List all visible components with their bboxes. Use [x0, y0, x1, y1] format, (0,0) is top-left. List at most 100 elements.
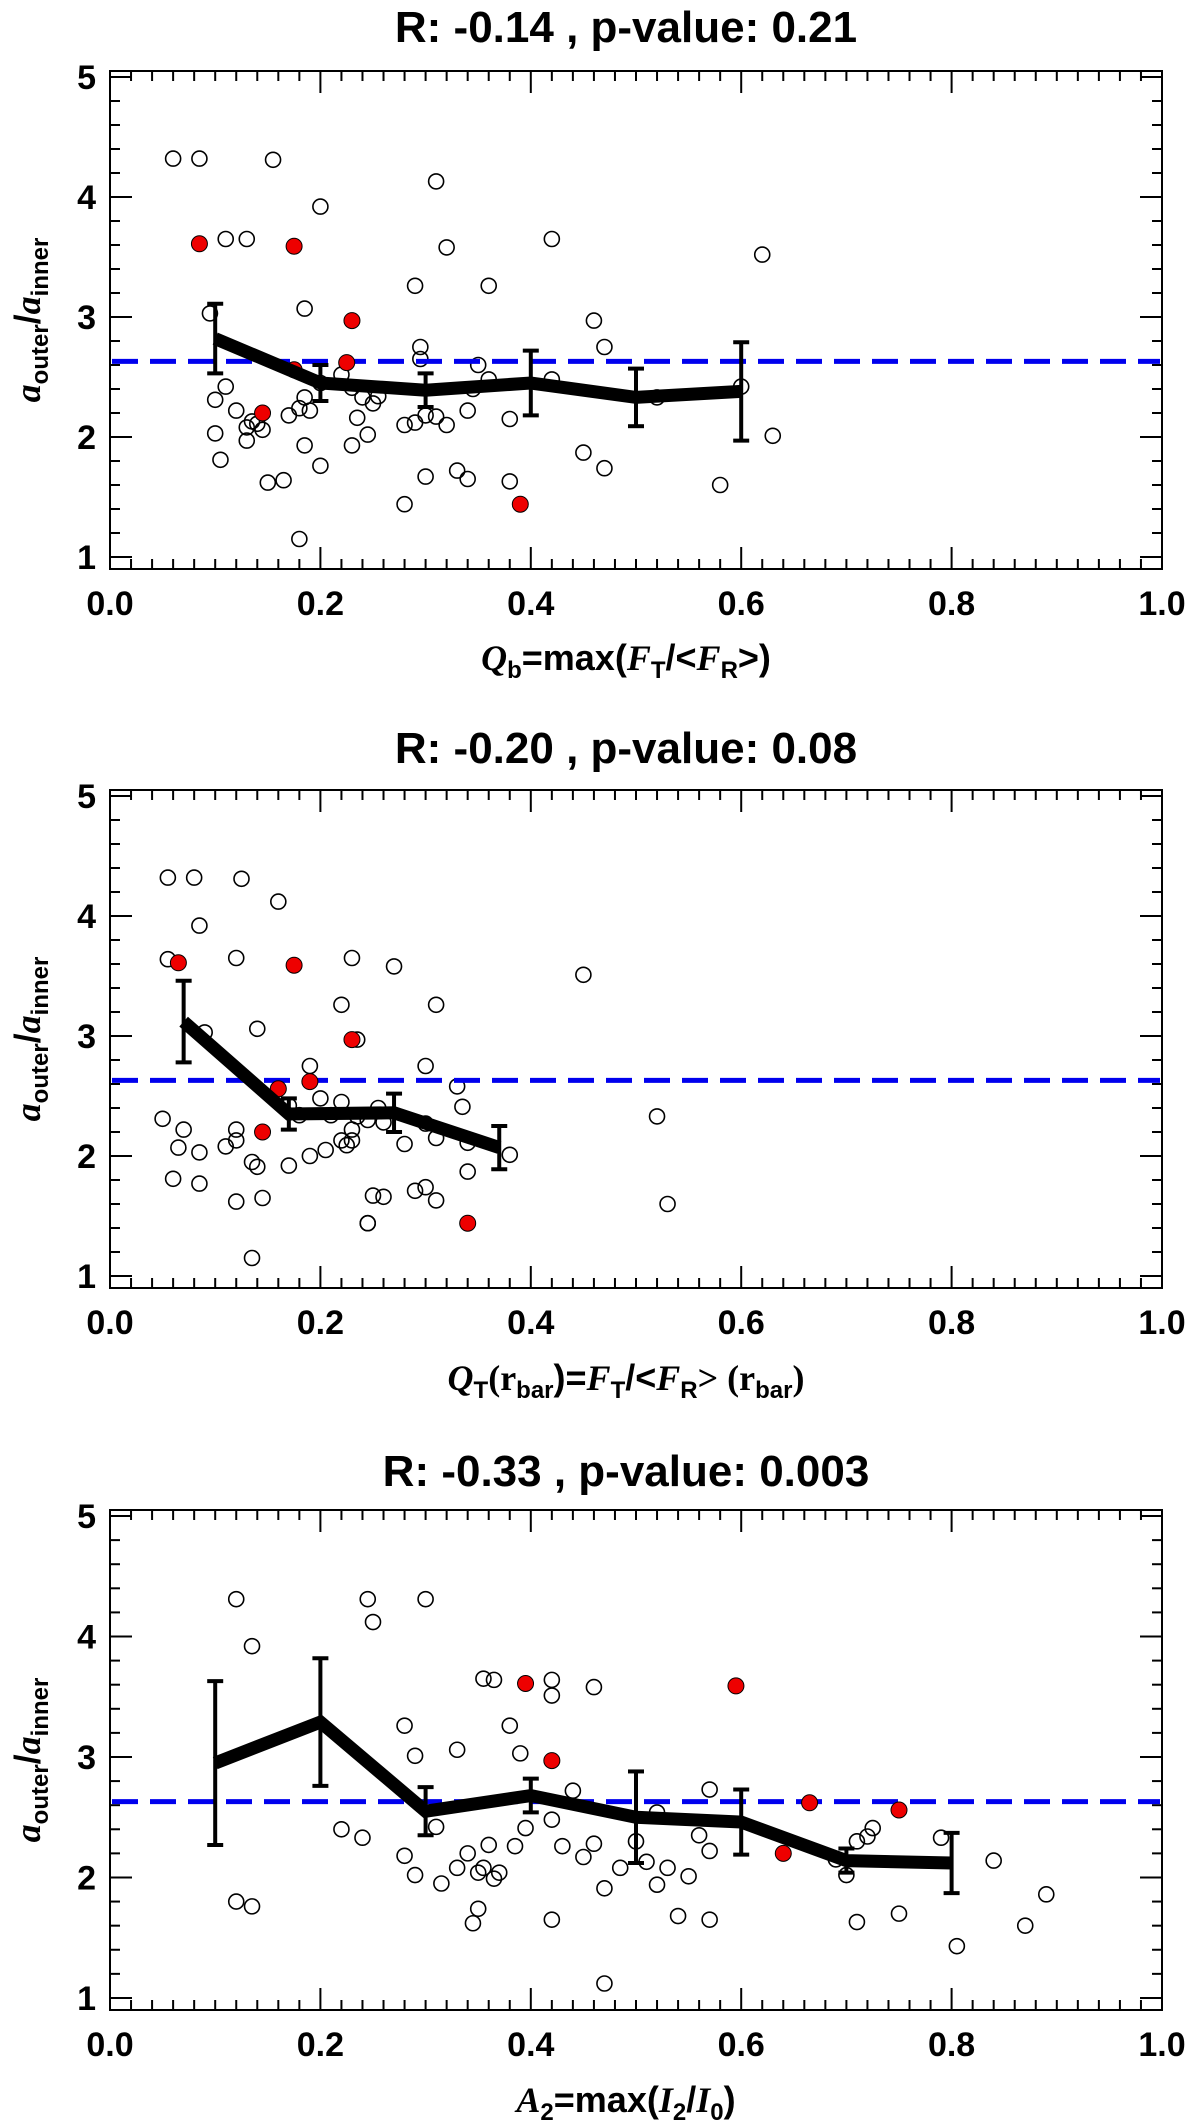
panel-3-open-point — [543, 1911, 561, 1928]
panel-2-error-bar — [280, 1096, 297, 1132]
panel-3-highlight-point — [727, 1677, 745, 1695]
panel-1-open-point — [275, 471, 292, 489]
panel-2: R: -0.20 , p-value: 0.08 0.0 0.2 0.4 0.6 0.8… — [7, 724, 1186, 1404]
panel-3-highlight-point — [890, 1801, 908, 1819]
panel-2-x-axis-label: QT(rbar)=FT/<FR> (rbar) — [448, 1357, 805, 1404]
panel-3-open-point — [596, 1880, 613, 1897]
panel-2-open-point — [338, 1136, 356, 1154]
panel-1-x-tick-label: 1.0 — [1138, 585, 1185, 623]
panel-2-x-tick-label: 0.0 — [86, 1304, 133, 1342]
panel-3-open-point — [932, 1829, 950, 1847]
panel-3-open-point — [1037, 1886, 1055, 1903]
panel-1-open-point — [206, 425, 224, 442]
panel-1-open-point — [217, 230, 235, 248]
panel-2-y-tick-label: 5 — [77, 778, 96, 816]
panel-1-open-point — [254, 421, 271, 439]
panel-3-open-point — [448, 1859, 466, 1877]
panel-2-open-point — [227, 1132, 245, 1149]
panel-2-highlight-point — [285, 956, 303, 974]
panel-2-open-point — [227, 1121, 245, 1138]
panel-2-open-point — [359, 1214, 377, 1232]
panel-3-title: R: -0.33 , p-value: 0.003 — [383, 1447, 870, 1496]
panel-3-open-point — [406, 1866, 424, 1884]
panel-2-open-point — [154, 1110, 171, 1128]
panel-1-open-point — [459, 402, 476, 419]
panel-3-highlight-point — [801, 1794, 819, 1812]
panel-1-open-point — [343, 437, 361, 454]
panel-3-open-point — [333, 1820, 350, 1838]
panel-1-open-point — [238, 432, 256, 449]
panel-2-open-point — [312, 1090, 329, 1107]
panel-3-y-tick-label: 1 — [77, 1980, 96, 2018]
panel-3-open-point — [848, 1913, 866, 1931]
panel-2-x-tick-label: 0.6 — [718, 1304, 765, 1342]
panel-3-open-point — [985, 1852, 1002, 1869]
panel-3-open-point — [585, 1835, 603, 1853]
panel-1-y-axis-label: aouter/ainner — [7, 238, 54, 403]
panel-1-x-axis-label: Qb=max(FT/<FR>) — [481, 637, 771, 684]
panel-1-open-point — [301, 402, 319, 419]
panel-3-open-point — [564, 1782, 582, 1800]
panel-3-open-point — [433, 1875, 450, 1892]
panel-2-open-point — [243, 1153, 261, 1171]
panel-2-open-point — [191, 1175, 208, 1192]
panel-1-open-point — [417, 407, 434, 424]
panel-1-x-tick-label: 0.0 — [86, 585, 133, 623]
panel-3-open-point — [475, 1670, 492, 1687]
panel-2-open-point — [248, 1020, 266, 1038]
panel-3-open-point — [669, 1907, 687, 1925]
panel-3-open-point — [469, 1864, 487, 1881]
panel-1-open-point — [406, 414, 424, 431]
panel-2-open-point — [575, 966, 592, 984]
panel-3-open-point — [354, 1829, 371, 1847]
panel-3-open-point — [690, 1827, 708, 1844]
panel-1-open-point — [312, 198, 329, 215]
panel-3-open-point — [511, 1745, 529, 1762]
panel-2-open-point — [175, 1121, 192, 1138]
panel-1-error-bar — [207, 301, 224, 376]
panel-1-open-point — [438, 416, 455, 434]
panel-3-open-point — [448, 1741, 466, 1759]
panel-3-frame — [109, 1509, 1163, 2011]
panel-3-x-axis-label: A2=max(I2/I0) — [514, 2079, 735, 2126]
panel-1-open-point — [459, 470, 476, 488]
panel-2-y-tick-label: 2 — [77, 1138, 96, 1176]
panel-2-title: R: -0.20 , p-value: 0.08 — [395, 724, 857, 773]
panel-1-open-point — [412, 338, 429, 356]
panel-1-open-point — [201, 305, 219, 322]
panel-1-open-point — [280, 407, 298, 424]
panel-2-open-point — [280, 1157, 298, 1174]
panel-1-error-bar — [312, 363, 329, 403]
panel-3-open-point — [501, 1717, 519, 1734]
panel-2-open-point — [454, 1098, 471, 1116]
panel-1-open-point — [448, 462, 466, 479]
panel-3-trend-line — [212, 1714, 952, 1870]
panel-1-frame — [109, 70, 1163, 570]
panel-1-open-point — [291, 530, 308, 548]
panel-1-open-point — [596, 459, 613, 477]
panel-2-open-point — [254, 1189, 271, 1207]
panel-1-open-point — [596, 338, 613, 356]
panel-1-open-point — [543, 230, 561, 248]
panel-2-open-point — [227, 949, 245, 967]
panel-2-open-point — [243, 1249, 261, 1267]
panel-2-open-point — [417, 1057, 434, 1075]
panel-1-highlight-point — [190, 235, 208, 253]
panel-2-y-tick-label: 1 — [77, 1258, 96, 1296]
panel-3-open-point — [554, 1837, 571, 1855]
panel-3-open-point — [459, 1845, 476, 1862]
panel-2-x-tick-label: 1.0 — [1138, 1304, 1185, 1342]
panel-3-open-point — [611, 1859, 629, 1877]
panel-3-open-point — [585, 1678, 603, 1696]
panel-2-open-point — [270, 893, 287, 910]
panel-2-open-point — [233, 870, 250, 888]
panel-3-open-point — [417, 1590, 434, 1608]
panel-2-open-point — [648, 1108, 666, 1125]
panel-2-open-point — [343, 1132, 361, 1149]
panel-2-open-point — [333, 996, 350, 1014]
panel-1-open-point — [585, 312, 603, 329]
panel-1-open-point — [427, 408, 445, 425]
panel-1-y-tick-label: 5 — [77, 59, 96, 97]
panel-1-open-point — [296, 300, 313, 317]
